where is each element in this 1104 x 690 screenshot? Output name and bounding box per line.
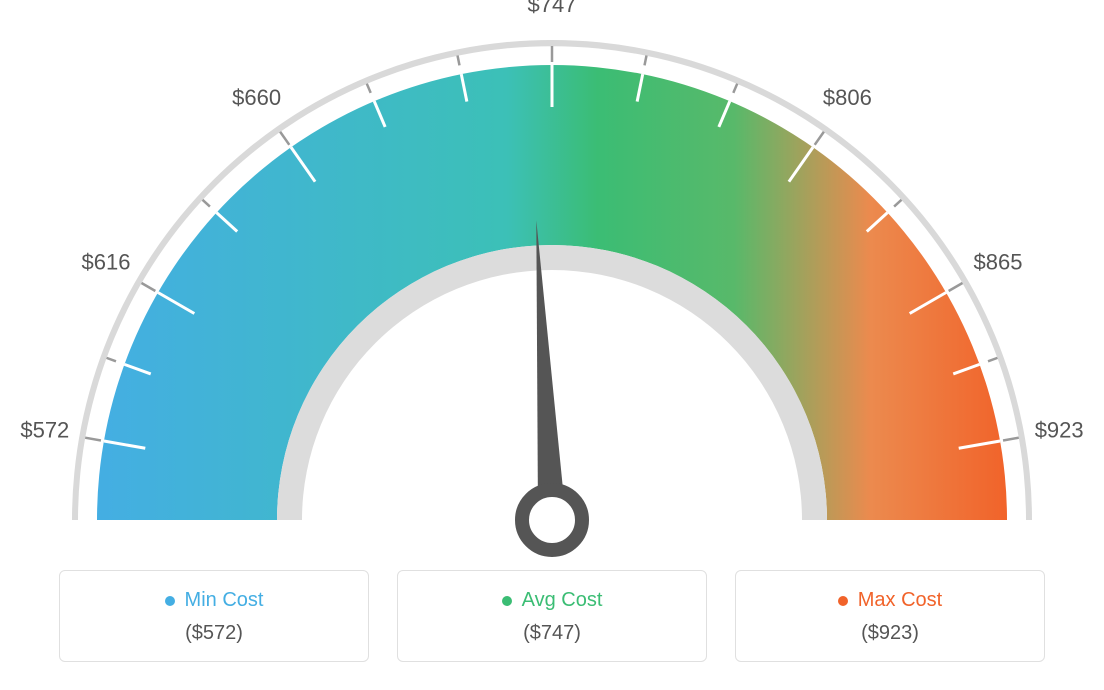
svg-text:$660: $660	[232, 85, 281, 110]
legend-row: Min Cost ($572) Avg Cost ($747) Max Cost…	[0, 570, 1104, 662]
svg-text:$865: $865	[974, 250, 1023, 275]
legend-min: Min Cost ($572)	[59, 570, 369, 662]
gauge-svg: $572 $616 $660 $747 $806 $865 $923	[0, 0, 1104, 560]
legend-max: Max Cost ($923)	[735, 570, 1045, 662]
legend-avg-dot	[502, 596, 512, 606]
svg-text:$806: $806	[823, 85, 872, 110]
legend-avg-title: Avg Cost	[502, 589, 603, 612]
legend-min-label: Min Cost	[185, 589, 264, 612]
gauge-chart: $572 $616 $660 $747 $806 $865 $923	[0, 0, 1104, 560]
legend-avg-label: Avg Cost	[522, 589, 603, 612]
svg-text:$747: $747	[528, 0, 577, 17]
legend-max-label: Max Cost	[858, 589, 942, 612]
svg-text:$923: $923	[1035, 418, 1084, 443]
legend-max-dot	[838, 596, 848, 606]
svg-text:$572: $572	[20, 418, 69, 443]
legend-min-dot	[165, 596, 175, 606]
legend-avg-value: ($747)	[398, 622, 706, 645]
legend-max-title: Max Cost	[838, 589, 942, 612]
legend-min-value: ($572)	[60, 622, 368, 645]
legend-max-value: ($923)	[736, 622, 1044, 645]
legend-min-title: Min Cost	[165, 589, 264, 612]
svg-text:$616: $616	[82, 250, 131, 275]
legend-avg: Avg Cost ($747)	[397, 570, 707, 662]
